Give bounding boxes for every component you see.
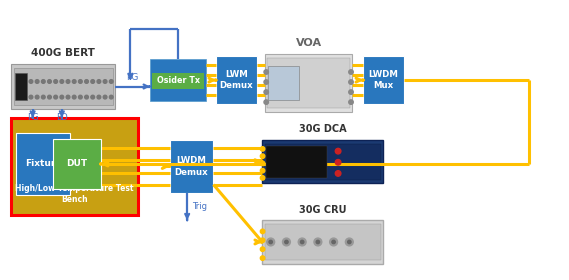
Circle shape xyxy=(349,70,353,74)
Circle shape xyxy=(261,238,265,242)
Circle shape xyxy=(348,240,351,244)
Circle shape xyxy=(329,238,337,246)
Circle shape xyxy=(267,238,275,246)
FancyBboxPatch shape xyxy=(170,140,213,193)
Text: High/Low Temperature Test
Bench: High/Low Temperature Test Bench xyxy=(15,184,134,204)
Text: 400G BERT: 400G BERT xyxy=(31,48,95,57)
Circle shape xyxy=(91,95,94,99)
Circle shape xyxy=(264,100,269,104)
Text: VOA: VOA xyxy=(295,38,321,48)
Circle shape xyxy=(48,95,51,99)
Text: 30G CRU: 30G CRU xyxy=(299,205,347,215)
Bar xyxy=(269,66,299,100)
Text: PG: PG xyxy=(27,113,39,122)
Circle shape xyxy=(60,95,64,99)
Circle shape xyxy=(332,240,335,244)
Bar xyxy=(265,224,381,260)
Circle shape xyxy=(66,95,70,99)
Bar xyxy=(266,146,327,178)
Circle shape xyxy=(54,95,57,99)
Circle shape xyxy=(97,80,101,83)
Bar xyxy=(15,73,27,100)
Text: LWM
Demux: LWM Demux xyxy=(220,70,253,90)
Circle shape xyxy=(35,95,39,99)
FancyBboxPatch shape xyxy=(17,133,69,195)
Circle shape xyxy=(264,90,269,94)
Circle shape xyxy=(335,148,341,154)
Circle shape xyxy=(314,238,322,246)
Text: LWDM
Demux: LWDM Demux xyxy=(175,157,208,176)
Circle shape xyxy=(91,80,94,83)
Text: Fixture: Fixture xyxy=(25,160,61,169)
Circle shape xyxy=(109,95,113,99)
Circle shape xyxy=(29,95,33,99)
Text: DUT: DUT xyxy=(66,160,87,169)
Circle shape xyxy=(335,171,341,176)
Circle shape xyxy=(48,80,51,83)
Bar xyxy=(262,220,383,264)
Circle shape xyxy=(261,256,265,260)
Circle shape xyxy=(103,95,107,99)
Circle shape xyxy=(29,80,33,83)
FancyBboxPatch shape xyxy=(364,56,404,104)
Circle shape xyxy=(79,80,82,83)
Bar xyxy=(11,118,138,215)
Circle shape xyxy=(349,90,353,94)
Circle shape xyxy=(282,238,290,246)
Text: Trig: Trig xyxy=(192,202,207,211)
Circle shape xyxy=(335,160,341,165)
Circle shape xyxy=(35,80,39,83)
Bar xyxy=(265,144,381,179)
FancyBboxPatch shape xyxy=(216,56,257,104)
Circle shape xyxy=(261,229,265,234)
Circle shape xyxy=(269,240,273,244)
Circle shape xyxy=(72,95,76,99)
Circle shape xyxy=(261,168,265,173)
Circle shape xyxy=(54,80,57,83)
Circle shape xyxy=(85,80,88,83)
Text: ED: ED xyxy=(56,113,68,122)
Circle shape xyxy=(103,80,107,83)
Text: PG: PG xyxy=(126,73,139,82)
Circle shape xyxy=(261,176,265,180)
Bar xyxy=(262,140,383,183)
Circle shape xyxy=(97,95,101,99)
Circle shape xyxy=(72,80,76,83)
Circle shape xyxy=(261,154,265,158)
Circle shape xyxy=(349,100,353,104)
Circle shape xyxy=(345,238,353,246)
Circle shape xyxy=(79,95,82,99)
Circle shape xyxy=(109,80,113,83)
Circle shape xyxy=(261,247,265,251)
FancyBboxPatch shape xyxy=(53,139,101,189)
Circle shape xyxy=(261,161,265,166)
Text: LWDM
Mux: LWDM Mux xyxy=(369,70,398,90)
Circle shape xyxy=(300,240,304,244)
Bar xyxy=(150,59,206,101)
Circle shape xyxy=(60,80,64,83)
Bar xyxy=(11,64,115,109)
Bar xyxy=(267,58,350,108)
Bar xyxy=(265,54,352,112)
Circle shape xyxy=(264,70,269,74)
Circle shape xyxy=(298,238,306,246)
Circle shape xyxy=(85,95,88,99)
Circle shape xyxy=(42,95,45,99)
Circle shape xyxy=(42,80,45,83)
Circle shape xyxy=(349,80,353,84)
Circle shape xyxy=(284,240,288,244)
Text: Osider Tx: Osider Tx xyxy=(156,76,200,85)
Circle shape xyxy=(264,80,269,84)
Text: 30G DCA: 30G DCA xyxy=(299,124,347,134)
Circle shape xyxy=(261,147,265,151)
Circle shape xyxy=(66,80,70,83)
Circle shape xyxy=(316,240,320,244)
Bar xyxy=(152,73,204,89)
Bar xyxy=(14,67,113,106)
